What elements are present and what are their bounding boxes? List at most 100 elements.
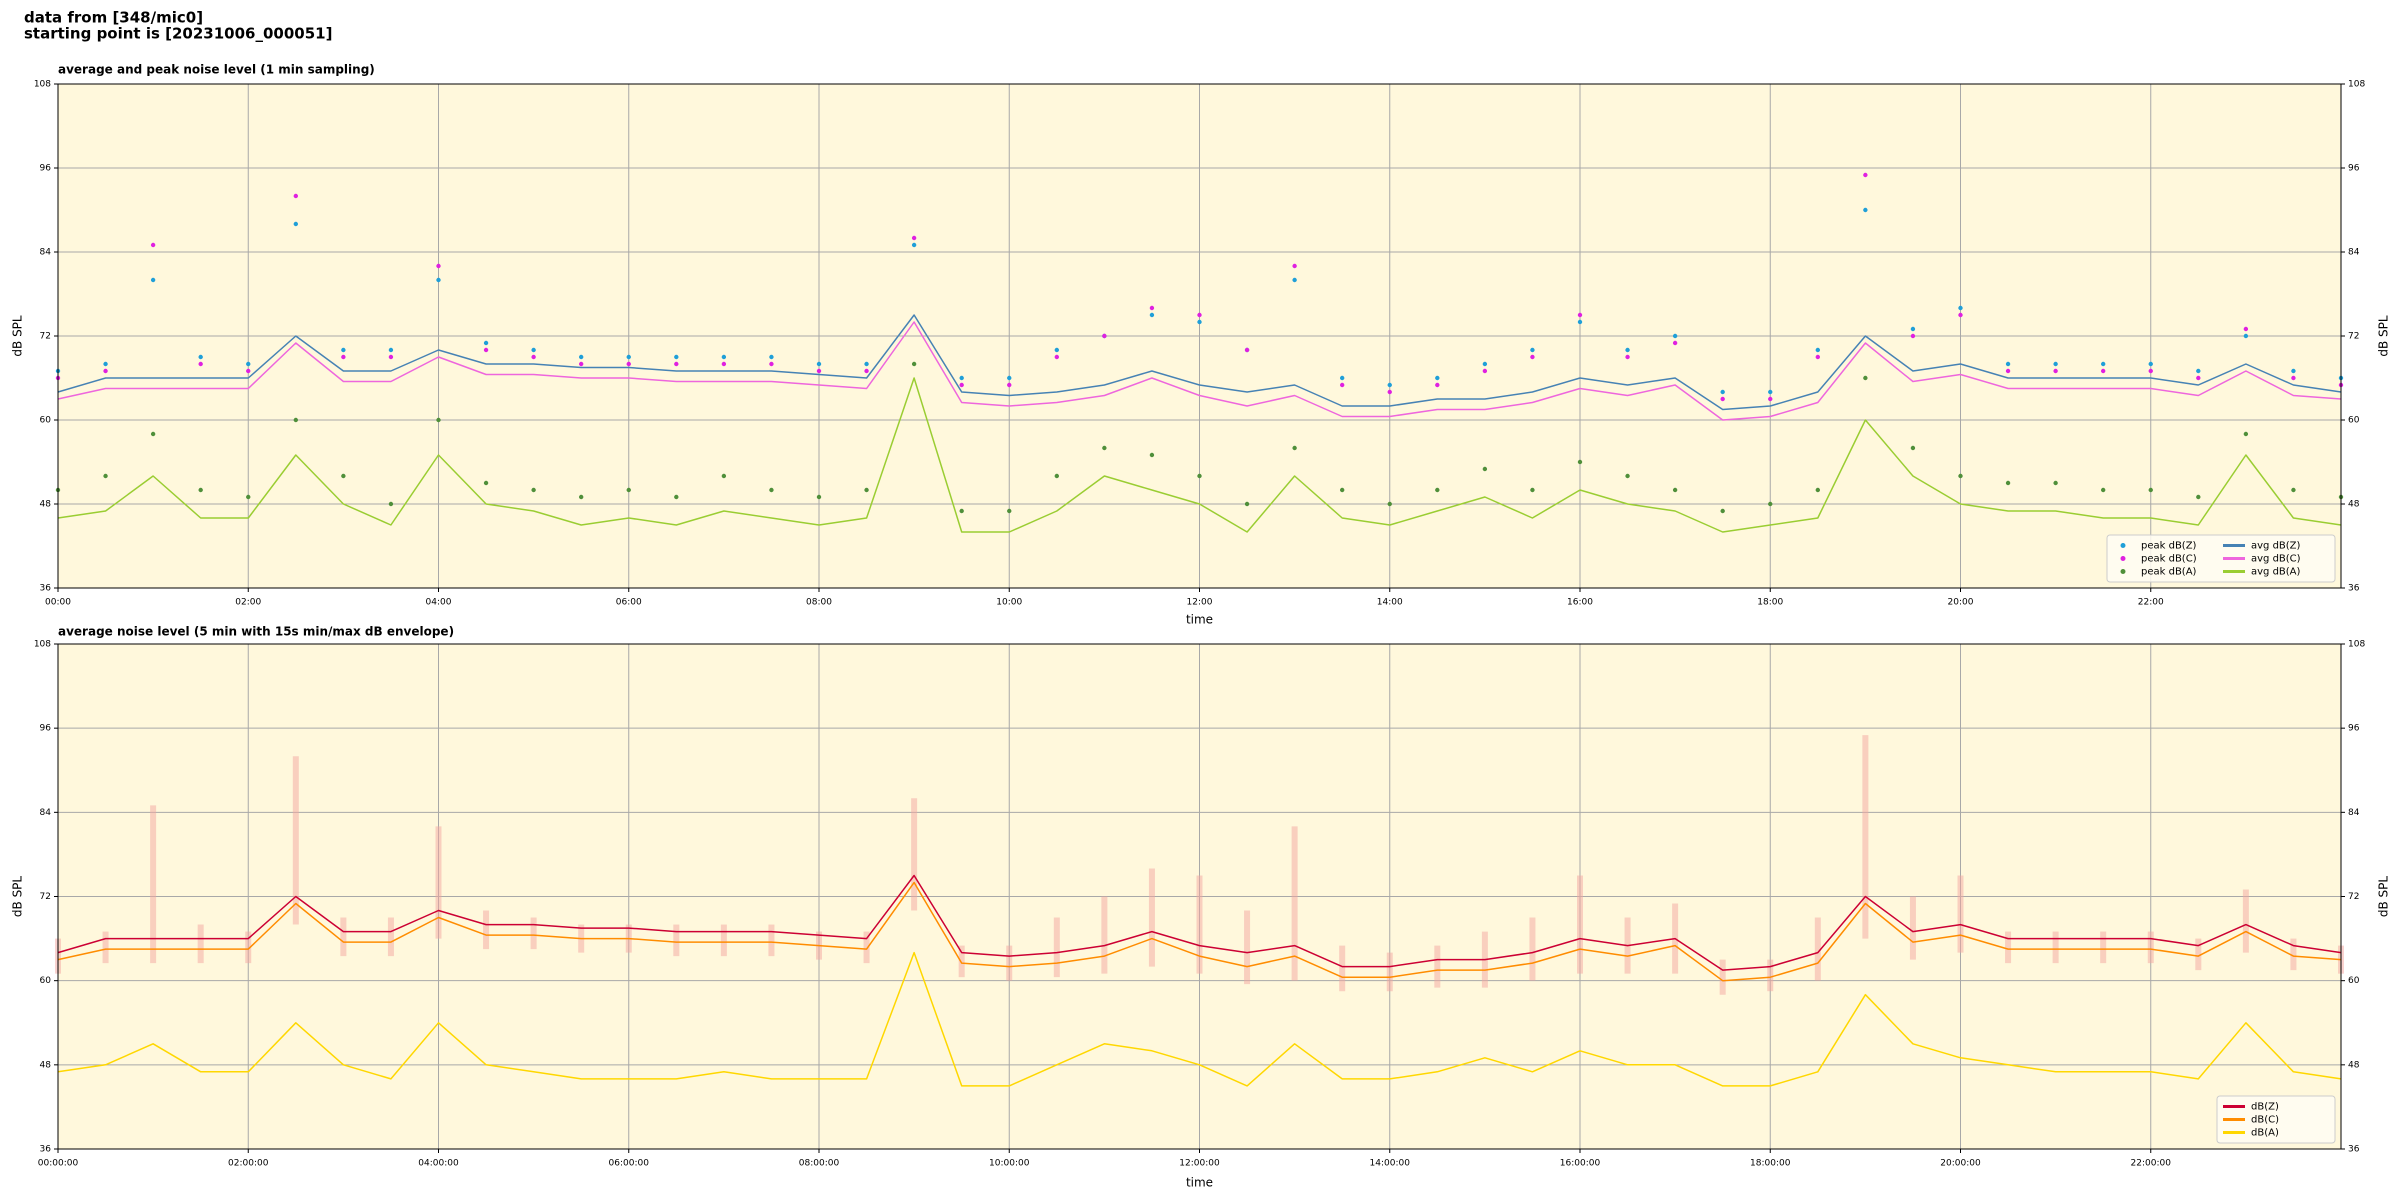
legend-marker: [2120, 569, 2126, 574]
peak-marker: [1435, 375, 1440, 381]
peak-marker: [1244, 347, 1250, 353]
peak-marker: [150, 431, 156, 437]
legend-box: [2106, 534, 2336, 583]
peak-marker: [1102, 445, 1107, 451]
peak-marker: [626, 361, 631, 367]
y2-tick-label: 36: [2348, 1145, 2360, 1155]
peak-marker: [1054, 347, 1060, 353]
peak-marker: [436, 263, 441, 269]
y2-tick-label: 48: [2348, 1060, 2360, 1070]
x-tick-label: 16:00: [1567, 598, 1593, 608]
peak-marker: [1007, 382, 1012, 388]
peak-marker: [531, 354, 536, 360]
peak-marker: [1625, 347, 1630, 353]
y2-tick-label: 84: [2348, 248, 2360, 258]
x-tick-label: 12:00: [1187, 598, 1213, 608]
peak-marker: [864, 368, 869, 374]
peak-marker: [388, 347, 394, 353]
peak-marker: [198, 354, 203, 360]
peak-marker: [246, 361, 251, 367]
peak-marker: [769, 354, 774, 360]
peak-marker: [674, 361, 679, 367]
peak-marker: [2243, 326, 2249, 332]
peak-marker: [1149, 312, 1155, 318]
x-axis-label: time: [1186, 1176, 1213, 1190]
series-line: [57, 321, 2342, 421]
peak-marker: [531, 347, 536, 353]
peak-marker: [103, 368, 108, 374]
peak-marker: [1815, 354, 1821, 360]
x-tick-label: 06:00: [616, 598, 642, 608]
x-tick-label: 06:00:00: [609, 1159, 650, 1169]
peak-marker: [1530, 347, 1535, 353]
peak-marker: [1387, 501, 1392, 507]
peak-marker: [1197, 312, 1202, 318]
y-tick-label: 36: [40, 584, 52, 594]
peak-marker: [1768, 501, 1773, 507]
y-tick-label: 48: [40, 1060, 52, 1070]
peak-marker: [1054, 473, 1060, 479]
peak-marker: [1958, 473, 1963, 479]
peak-marker: [341, 347, 346, 353]
peak-marker: [2148, 361, 2153, 367]
peak-marker: [1149, 452, 1155, 458]
peak-marker: [1054, 354, 1060, 360]
peak-marker: [578, 361, 584, 367]
peak-marker: [1149, 305, 1155, 311]
peak-marker: [2291, 487, 2296, 493]
peak-marker: [626, 487, 631, 493]
series-line: [57, 874, 2342, 971]
peak-marker: [2100, 487, 2106, 493]
peak-marker: [1339, 382, 1345, 388]
x-tick-label: 00:00: [45, 598, 71, 608]
x-tick-label: 20:00:00: [1940, 1159, 1981, 1169]
peak-marker: [103, 361, 108, 367]
peak-marker: [2291, 375, 2296, 381]
peak-marker: [2100, 361, 2106, 367]
legend-label: avg dB(C): [2251, 554, 2301, 565]
peak-marker: [769, 361, 774, 367]
peak-marker: [2148, 487, 2153, 493]
series-line: [57, 881, 2342, 982]
peak-marker: [341, 473, 346, 479]
y2-tick-label: 48: [2348, 500, 2360, 510]
peak-marker: [2053, 480, 2058, 486]
peak-marker: [1435, 382, 1440, 388]
y2-tick-label: 72: [2348, 332, 2359, 342]
x-tick-label: 18:00: [1757, 598, 1783, 608]
peak-marker: [103, 473, 108, 479]
x-tick-label: 10:00:00: [989, 1159, 1030, 1169]
y2-axis-label: dB SPL: [2377, 876, 2391, 918]
peak-marker: [1768, 396, 1773, 402]
chart-title: average noise level (5 min with 15s min/…: [58, 625, 454, 639]
peak-marker: [2243, 431, 2249, 437]
y-tick-label: 108: [34, 80, 51, 90]
x-tick-label: 00:00:00: [38, 1159, 79, 1169]
y-tick-label: 108: [34, 640, 51, 650]
peak-marker: [293, 417, 299, 423]
peak-marker: [1007, 375, 1012, 381]
peak-marker: [626, 354, 631, 360]
header-line: data from [348/mic0]: [24, 9, 203, 27]
peak-marker: [1910, 326, 1916, 332]
peak-marker: [816, 368, 822, 374]
y2-tick-label: 108: [2348, 640, 2365, 650]
peak-marker: [293, 221, 299, 227]
legend-marker: [2120, 556, 2126, 561]
y-axis-label: dB SPL: [11, 315, 25, 357]
peak-marker: [1672, 340, 1678, 346]
peak-marker: [2005, 361, 2011, 367]
peak-marker: [246, 494, 251, 500]
y2-tick-label: 60: [2348, 416, 2360, 426]
y-tick-label: 48: [40, 500, 52, 510]
peak-marker: [911, 361, 917, 367]
legend-label: dB(Z): [2251, 1102, 2279, 1113]
peak-marker: [816, 361, 822, 367]
peak-marker: [1863, 172, 1868, 178]
chart-title: average and peak noise level (1 min samp…: [58, 63, 375, 77]
peak-marker: [1530, 354, 1535, 360]
peak-marker: [1007, 508, 1012, 514]
x-tick-label: 20:00: [1948, 598, 1974, 608]
peak-marker: [1482, 368, 1488, 374]
